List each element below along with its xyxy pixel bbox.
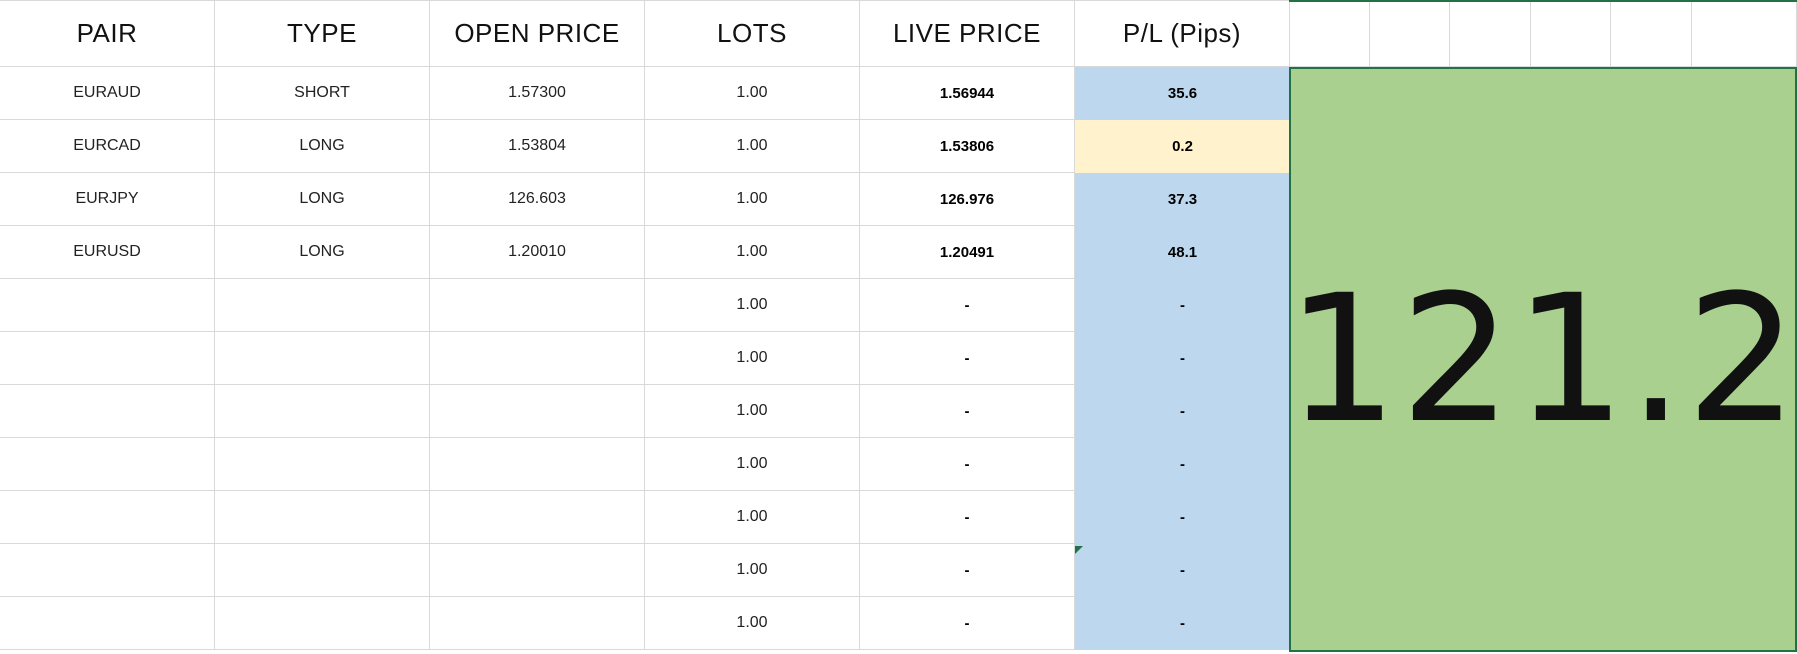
cell-lots[interactable]: 1.00 (645, 438, 860, 491)
empty-cell[interactable] (1611, 1, 1692, 67)
header-live-price[interactable]: LIVE PRICE (860, 1, 1075, 67)
cell-open-price[interactable] (430, 279, 645, 332)
cell-open-price[interactable] (430, 544, 645, 597)
cell-type[interactable] (215, 385, 430, 438)
cell-pl-pips[interactable]: - (1075, 491, 1290, 544)
cell-open-price[interactable]: 1.20010 (430, 226, 645, 279)
cell-lots[interactable]: 1.00 (645, 491, 860, 544)
cell-lots[interactable]: 1.00 (645, 332, 860, 385)
cell-live-price[interactable]: - (860, 491, 1075, 544)
cell-live-price[interactable]: 1.20491 (860, 226, 1075, 279)
header-pl-pips[interactable]: P/L (Pips) (1075, 1, 1290, 67)
empty-cell[interactable] (1370, 1, 1450, 67)
comment-indicator (1075, 546, 1083, 554)
header-lots[interactable]: LOTS (645, 1, 860, 67)
header-open-price[interactable]: OPEN PRICE (430, 1, 645, 67)
cell-lots[interactable]: 1.00 (645, 597, 860, 650)
cell-pl-pips[interactable]: - (1075, 544, 1290, 597)
cell-open-price[interactable] (430, 597, 645, 650)
empty-cell[interactable] (1450, 1, 1531, 67)
cell-pl-pips[interactable]: - (1075, 332, 1290, 385)
top-gridline (0, 0, 1797, 1)
cell-open-price[interactable]: 126.603 (430, 173, 645, 226)
cell-open-price[interactable]: 1.57300 (430, 67, 645, 120)
empty-cell[interactable] (1692, 1, 1797, 67)
cell-pl-pips[interactable]: 0.2 (1075, 120, 1290, 173)
cell-live-price[interactable]: 126.976 (860, 173, 1075, 226)
cell-type[interactable] (215, 544, 430, 597)
empty-cell[interactable] (1531, 1, 1611, 67)
cell-pl-pips[interactable]: 35.6 (1075, 67, 1290, 120)
cell-pl-pips[interactable]: 48.1 (1075, 226, 1290, 279)
header-type[interactable]: TYPE (215, 1, 430, 67)
cell-pair[interactable] (0, 438, 215, 491)
cell-live-price[interactable]: - (860, 597, 1075, 650)
cell-live-price[interactable]: - (860, 438, 1075, 491)
cell-lots[interactable]: 1.00 (645, 120, 860, 173)
cell-pl-pips[interactable]: - (1075, 597, 1290, 650)
cell-type[interactable] (215, 332, 430, 385)
cell-open-price[interactable] (430, 491, 645, 544)
cell-live-price[interactable]: - (860, 544, 1075, 597)
cell-lots[interactable]: 1.00 (645, 173, 860, 226)
cell-live-price[interactable]: - (860, 385, 1075, 438)
cell-live-price[interactable]: 1.56944 (860, 67, 1075, 120)
cell-pl-pips[interactable]: - (1075, 279, 1290, 332)
empty-cell[interactable] (1289, 1, 1370, 67)
cell-pl-pips[interactable]: - (1075, 385, 1290, 438)
cell-type[interactable]: LONG (215, 226, 430, 279)
cell-live-price[interactable]: 1.53806 (860, 120, 1075, 173)
cell-lots[interactable]: 1.00 (645, 544, 860, 597)
cell-live-price[interactable]: - (860, 279, 1075, 332)
cell-type[interactable] (215, 491, 430, 544)
cell-lots[interactable]: 1.00 (645, 279, 860, 332)
cell-open-price[interactable] (430, 332, 645, 385)
cell-open-price[interactable]: 1.53804 (430, 120, 645, 173)
cell-pair[interactable] (0, 385, 215, 438)
cell-type[interactable] (215, 597, 430, 650)
cell-lots[interactable]: 1.00 (645, 385, 860, 438)
cell-pair[interactable] (0, 597, 215, 650)
total-pips-cell[interactable]: 121.2 (1286, 67, 1797, 652)
cell-live-price[interactable]: - (860, 332, 1075, 385)
cell-pair[interactable] (0, 279, 215, 332)
cell-pair[interactable] (0, 332, 215, 385)
header-pair[interactable]: PAIR (0, 1, 215, 67)
selection-top-edge (1289, 0, 1797, 2)
cell-pair[interactable]: EURAUD (0, 67, 215, 120)
cell-lots[interactable]: 1.00 (645, 226, 860, 279)
cell-type[interactable] (215, 438, 430, 491)
cell-type[interactable] (215, 279, 430, 332)
cell-open-price[interactable] (430, 438, 645, 491)
cell-lots[interactable]: 1.00 (645, 67, 860, 120)
cell-pl-pips[interactable]: - (1075, 438, 1290, 491)
cell-pair[interactable]: EURJPY (0, 173, 215, 226)
cell-type[interactable]: LONG (215, 120, 430, 173)
cell-pair[interactable]: EURCAD (0, 120, 215, 173)
cell-pair[interactable] (0, 544, 215, 597)
cell-pair[interactable] (0, 491, 215, 544)
cell-pair[interactable]: EURUSD (0, 226, 215, 279)
cell-type[interactable]: LONG (215, 173, 430, 226)
cell-pl-pips[interactable]: 37.3 (1075, 173, 1290, 226)
cell-type[interactable]: SHORT (215, 67, 430, 120)
cell-open-price[interactable] (430, 385, 645, 438)
